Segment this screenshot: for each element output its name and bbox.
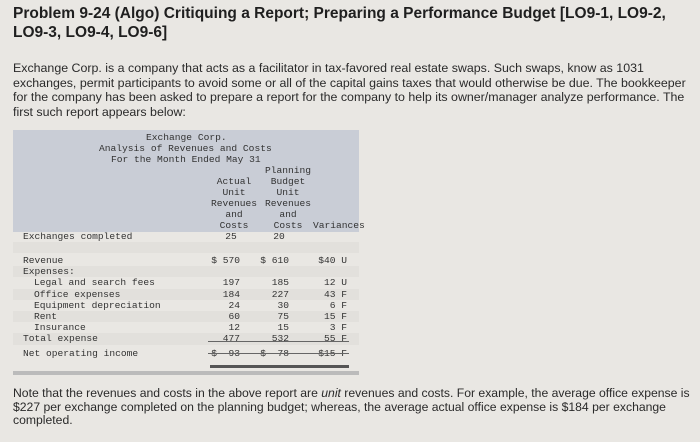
row-label: Rent bbox=[34, 310, 58, 322]
report-period: For the Month Ended May 31 bbox=[111, 154, 261, 165]
column-header-variances: Variances bbox=[313, 220, 365, 231]
variance-value: 6 F bbox=[329, 299, 347, 311]
report-company: Exchange Corp. bbox=[146, 132, 227, 143]
table-row: Insurance 12 15 3 F bbox=[13, 322, 359, 333]
report-subtitle: Analysis of Revenues and Costs bbox=[99, 143, 272, 154]
variance-value: $40 U bbox=[318, 255, 347, 266]
planning-value: 185 bbox=[271, 277, 289, 289]
table-row: Revenue $ 570 $ 610 $40 U bbox=[13, 255, 359, 266]
planning-value: 532 bbox=[271, 333, 289, 345]
column-header-actual: Actual Unit Revenues and Costs bbox=[210, 176, 258, 231]
row-label: Revenue bbox=[23, 255, 64, 266]
actual-value: 60 bbox=[228, 310, 240, 322]
planning-value: 15 bbox=[277, 322, 289, 334]
total-rule bbox=[208, 353, 349, 354]
report-bottom-border bbox=[13, 371, 359, 375]
planning-value: 30 bbox=[277, 299, 289, 311]
spacer-band bbox=[13, 242, 359, 253]
actual-value: 24 bbox=[228, 299, 240, 311]
row-label: Net operating income bbox=[23, 347, 139, 359]
table-row: Rent 60 75 15 F bbox=[13, 310, 359, 323]
table-row: Office expenses 184 227 43 F bbox=[13, 288, 359, 300]
report-body: Revenue $ 570 $ 610 $40 U Expenses: Legal and… bbox=[13, 255, 359, 359]
actual-value: 12 bbox=[228, 322, 240, 334]
variance-value: 12 U bbox=[323, 277, 347, 289]
planning-value: $ 610 bbox=[260, 255, 289, 266]
note-italic: unit bbox=[321, 386, 341, 400]
row-label: Insurance bbox=[34, 322, 86, 334]
variance-value: 43 F bbox=[323, 288, 347, 300]
performance-report: Exchange Corp. Analysis of Revenues and … bbox=[13, 130, 365, 375]
double-underline bbox=[210, 365, 349, 368]
planning-value: 227 bbox=[271, 288, 289, 300]
variance-value: 55 F bbox=[323, 333, 347, 345]
row-label: Equipment depreciation bbox=[34, 299, 161, 311]
actual-value: 25 bbox=[225, 231, 237, 242]
row-label: Total expense bbox=[23, 333, 98, 345]
note-text-2: revenues and costs. For example, the ave… bbox=[13, 386, 690, 427]
subtotal-rule bbox=[208, 341, 349, 342]
actual-value: 197 bbox=[222, 277, 240, 289]
planning-value: 20 bbox=[273, 231, 285, 242]
report-note: Note that the revenues and costs in the … bbox=[13, 386, 693, 428]
row-label: Office expenses bbox=[34, 288, 121, 300]
column-header-planning: Planning Budget Unit Revenues and Costs bbox=[264, 165, 312, 231]
actual-value: $ 570 bbox=[211, 255, 240, 266]
note-text: Note that the revenues and costs in the … bbox=[13, 386, 322, 400]
row-label: Expenses: bbox=[23, 266, 75, 278]
problem-intro: Exchange Corp. is a company that acts as… bbox=[13, 61, 686, 119]
variance-value: 3 F bbox=[329, 322, 347, 334]
row-label: Legal and search fees bbox=[34, 277, 155, 289]
actual-value: 184 bbox=[222, 288, 240, 300]
planning-value: 75 bbox=[277, 310, 289, 322]
table-row: Equipment depreciation 24 30 6 F bbox=[13, 300, 359, 311]
exchanges-row: Exchanges completed 25 20 bbox=[13, 231, 359, 242]
table-row: Legal and search fees 197 185 12 U bbox=[13, 277, 359, 288]
problem-title: Problem 9-24 (Algo) Critiquing a Report;… bbox=[13, 5, 666, 41]
actual-value: 477 bbox=[222, 333, 240, 345]
table-row: Expenses: bbox=[13, 266, 359, 278]
table-row: Total expense 477 532 55 F bbox=[13, 333, 359, 345]
row-label: Exchanges completed bbox=[23, 231, 133, 242]
variance-value: 15 F bbox=[323, 310, 347, 322]
report-header: Exchange Corp. Analysis of Revenues and … bbox=[13, 130, 365, 232]
